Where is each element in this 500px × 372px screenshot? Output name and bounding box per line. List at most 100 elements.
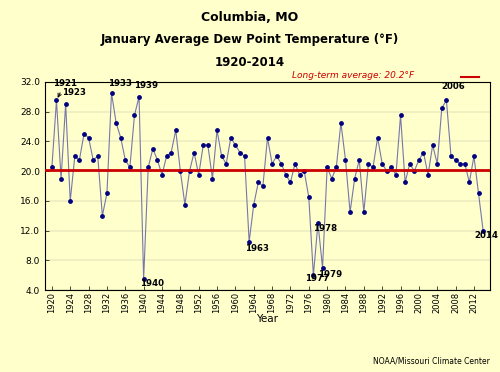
- Point: [291, 161, 299, 167]
- Point: [62, 101, 70, 107]
- Point: [300, 168, 308, 174]
- Point: [346, 209, 354, 215]
- Point: [470, 153, 478, 159]
- Point: [48, 164, 56, 170]
- Point: [149, 146, 157, 152]
- Point: [236, 150, 244, 155]
- Point: [71, 153, 79, 159]
- Point: [318, 265, 326, 271]
- Point: [314, 220, 322, 226]
- Text: 2006: 2006: [441, 82, 464, 91]
- Point: [264, 135, 272, 141]
- Point: [76, 157, 84, 163]
- Point: [194, 172, 202, 178]
- Point: [250, 202, 258, 208]
- Point: [410, 168, 418, 174]
- Point: [245, 239, 253, 245]
- Point: [392, 172, 400, 178]
- Point: [94, 153, 102, 159]
- Point: [144, 164, 152, 170]
- Text: 1933: 1933: [108, 78, 132, 87]
- Point: [172, 127, 179, 133]
- Point: [108, 90, 116, 96]
- Point: [162, 153, 170, 159]
- Point: [268, 161, 276, 167]
- Point: [415, 157, 423, 163]
- Point: [272, 153, 280, 159]
- Text: 2014: 2014: [475, 231, 499, 240]
- Text: 1923: 1923: [62, 88, 86, 97]
- Point: [98, 213, 106, 219]
- Point: [406, 161, 413, 167]
- Point: [461, 161, 469, 167]
- Text: 1920-2014: 1920-2014: [215, 56, 285, 69]
- Point: [428, 142, 436, 148]
- Point: [130, 112, 138, 118]
- Point: [186, 168, 194, 174]
- Point: [282, 172, 290, 178]
- Point: [52, 97, 60, 103]
- Point: [374, 135, 382, 141]
- Point: [438, 105, 446, 111]
- Text: NOAA/Missouri Climate Center: NOAA/Missouri Climate Center: [373, 357, 490, 366]
- Point: [447, 153, 455, 159]
- Point: [328, 176, 336, 182]
- Text: January Average Dew Point Temperature (°F): January Average Dew Point Temperature (°…: [101, 33, 399, 46]
- Point: [116, 135, 124, 141]
- Point: [190, 150, 198, 155]
- Text: 1939: 1939: [134, 81, 158, 90]
- Text: Long-term average: 20.2°F: Long-term average: 20.2°F: [292, 71, 414, 80]
- Point: [383, 168, 391, 174]
- Point: [356, 157, 364, 163]
- Point: [452, 157, 460, 163]
- Point: [240, 153, 248, 159]
- Point: [222, 161, 230, 167]
- Point: [442, 97, 450, 103]
- Point: [305, 194, 313, 200]
- Point: [89, 157, 97, 163]
- Text: 1979: 1979: [318, 270, 342, 279]
- Point: [420, 150, 428, 155]
- Point: [296, 172, 304, 178]
- Point: [342, 157, 349, 163]
- X-axis label: Year: Year: [256, 314, 278, 324]
- Point: [112, 120, 120, 126]
- Text: 1940: 1940: [140, 279, 164, 288]
- Point: [286, 179, 294, 185]
- Point: [254, 179, 262, 185]
- Point: [103, 190, 111, 196]
- Point: [388, 164, 396, 170]
- Text: 1978: 1978: [314, 224, 338, 232]
- Point: [181, 202, 189, 208]
- Point: [227, 135, 235, 141]
- Point: [80, 131, 88, 137]
- Point: [158, 172, 166, 178]
- Point: [218, 153, 226, 159]
- Point: [167, 150, 175, 155]
- Point: [337, 120, 345, 126]
- Point: [66, 198, 74, 204]
- Point: [176, 168, 184, 174]
- Point: [479, 228, 487, 234]
- Point: [204, 142, 212, 148]
- Point: [424, 172, 432, 178]
- Point: [433, 161, 441, 167]
- Text: 1977: 1977: [305, 274, 330, 283]
- Point: [135, 94, 143, 100]
- Point: [378, 161, 386, 167]
- Text: Columbia, MO: Columbia, MO: [202, 11, 298, 24]
- Point: [154, 157, 162, 163]
- Point: [466, 179, 473, 185]
- Text: 1963: 1963: [246, 244, 270, 253]
- Point: [140, 276, 147, 282]
- Point: [474, 190, 482, 196]
- Point: [364, 161, 372, 167]
- Point: [278, 161, 285, 167]
- Point: [323, 164, 331, 170]
- Point: [310, 272, 318, 278]
- Point: [57, 176, 65, 182]
- Point: [456, 161, 464, 167]
- Point: [369, 164, 377, 170]
- Point: [84, 135, 92, 141]
- Point: [122, 157, 130, 163]
